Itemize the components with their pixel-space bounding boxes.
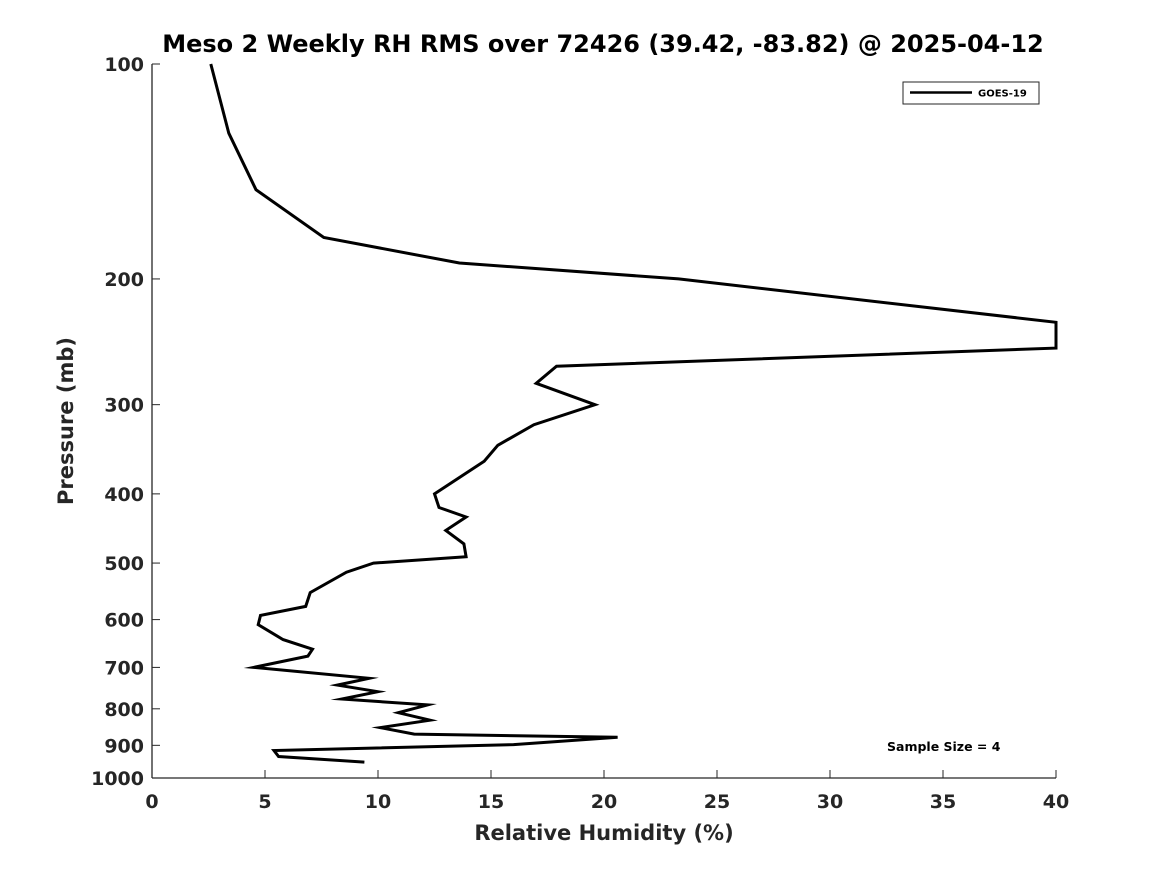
x-ticks: 0 5 10 15 20 25 30 35 40 [145,770,1069,813]
x-tick-label: 0 [145,791,158,813]
y-tick-label: 500 [104,553,144,575]
x-tick-label: 5 [258,791,271,813]
y-tick-label: 400 [104,484,144,506]
x-axis-label: Relative Humidity (%) [474,821,733,845]
y-axis-label: Pressure (mb) [54,337,78,505]
x-tick-label: 40 [1043,791,1069,813]
series-line-goes-19 [209,63,1058,764]
y-tick-label: 700 [104,657,144,679]
chart-title: Meso 2 Weekly RH RMS over 72426 (39.42, … [162,30,1044,58]
y-tick-label: 600 [104,610,144,632]
series-layer [209,63,1058,764]
sample-size-annotation: Sample Size = 4 [887,739,1001,754]
y-tick-label: 200 [104,269,144,291]
legend-label-goes-19: GOES-19 [978,89,1027,100]
y-ticks: 100 200 300 400 500 600 700 800 900 1000 [91,54,160,790]
x-tick-label: 25 [704,791,730,813]
x-tick-label: 15 [478,791,504,813]
x-tick-label: 10 [365,791,391,813]
x-tick-label: 20 [591,791,617,813]
y-tick-label: 100 [104,54,144,76]
x-tick-label: 35 [930,791,956,813]
x-tick-label: 30 [817,791,843,813]
y-tick-label: 1000 [91,768,144,790]
y-tick-label: 900 [104,735,144,757]
y-tick-label: 300 [104,395,144,417]
y-tick-label: 800 [104,699,144,721]
legend: GOES-19 [902,81,1040,105]
